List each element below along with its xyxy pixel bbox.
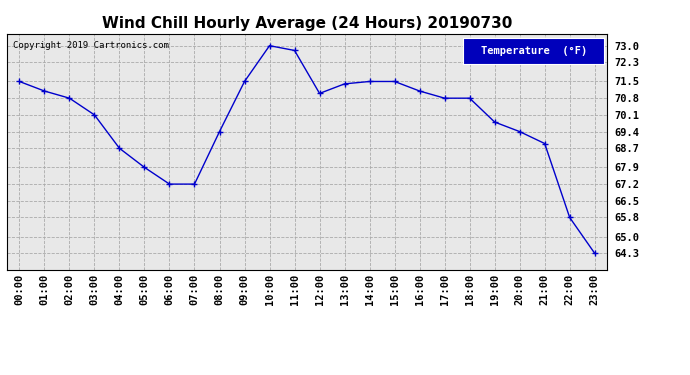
Title: Wind Chill Hourly Average (24 Hours) 20190730: Wind Chill Hourly Average (24 Hours) 201… bbox=[102, 16, 512, 31]
Text: Copyright 2019 Cartronics.com: Copyright 2019 Cartronics.com bbox=[13, 41, 169, 50]
